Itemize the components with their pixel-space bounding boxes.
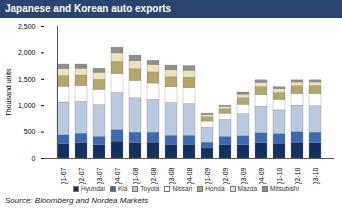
svg-text:Q1-07: Q1-07: [60, 167, 68, 184]
svg-text:Q2-10: Q2-10: [294, 167, 302, 184]
svg-text:Q4-09: Q4-09: [258, 167, 266, 184]
svg-text:Q2-09: Q2-09: [222, 167, 230, 184]
svg-text:2,000: 2,000: [18, 49, 36, 56]
html-text:Japanese and Korean auto expor: Japanese and Korean auto exports: [5, 3, 172, 14]
svg-text:Q2-07: Q2-07: [78, 167, 86, 184]
svg-text:Q3-09: Q3-09: [240, 167, 248, 184]
html-text:Mitsubishi: Mitsubishi: [270, 185, 299, 192]
svg-text:Q3-07: Q3-07: [96, 167, 104, 184]
html-text:Kia: Kia: [117, 185, 128, 192]
svg-text:Q3-10: Q3-10: [312, 167, 320, 184]
svg-text:Thousand units: Thousand units: [5, 68, 12, 116]
html-text:Toyota: Toyota: [140, 185, 160, 192]
svg-text:500: 500: [24, 128, 36, 135]
html-text:Honda: Honda: [205, 185, 225, 192]
svg-text:0: 0: [32, 155, 36, 162]
html-text:Source: Bloomberg and Nordea M: Source: Bloomberg and Nordea Markets: [5, 196, 149, 205]
svg-text:Q4-08: Q4-08: [186, 167, 194, 184]
svg-text:1,000: 1,000: [18, 102, 36, 109]
svg-text:Q3-08: Q3-08: [168, 167, 176, 184]
html-text:Hyundai: Hyundai: [81, 185, 105, 192]
svg-text:Q4-07: Q4-07: [114, 167, 122, 184]
svg-text:Q2-08: Q2-08: [150, 167, 158, 184]
svg-text:2,500: 2,500: [18, 23, 36, 30]
html-text:Mazda: Mazda: [237, 185, 257, 192]
svg-text:Q1-10: Q1-10: [276, 167, 284, 184]
svg-text:1,500: 1,500: [18, 76, 36, 83]
svg-text:Q1-09: Q1-09: [204, 167, 212, 184]
svg-text:Q1-08: Q1-08: [132, 167, 140, 184]
html-text:Nissan: Nissan: [172, 185, 193, 192]
